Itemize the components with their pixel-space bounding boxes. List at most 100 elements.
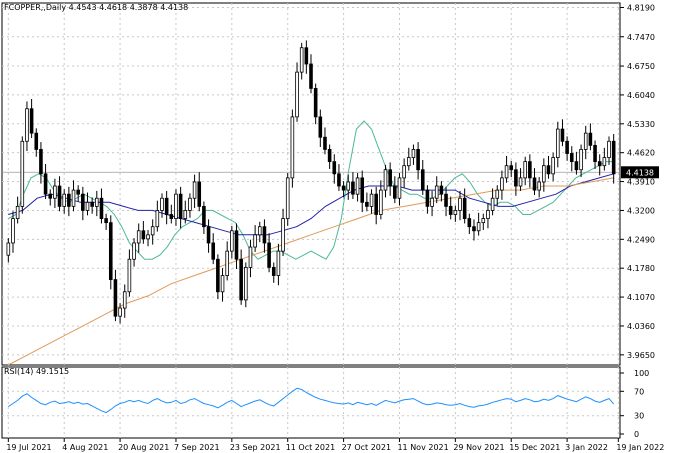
candle-body bbox=[341, 185, 346, 191]
candle bbox=[234, 223, 239, 270]
candle-body bbox=[85, 201, 90, 211]
ma-slow-line bbox=[8, 177, 614, 366]
candle bbox=[48, 189, 53, 206]
candle-body bbox=[276, 250, 281, 276]
candle bbox=[509, 160, 514, 178]
candle bbox=[309, 54, 313, 94]
candle bbox=[53, 178, 57, 208]
candle-body bbox=[104, 218, 108, 224]
candle bbox=[523, 156, 527, 186]
price-tick-label: 4.3200 bbox=[627, 206, 655, 215]
candle bbox=[537, 177, 541, 198]
candle-body bbox=[579, 149, 583, 171]
candle bbox=[29, 98, 34, 139]
candle-body bbox=[588, 132, 593, 146]
candle bbox=[448, 196, 453, 220]
candle bbox=[481, 213, 486, 230]
candle bbox=[434, 176, 439, 204]
candle bbox=[295, 62, 299, 122]
candle bbox=[276, 243, 281, 286]
candle bbox=[365, 192, 369, 212]
candle-body bbox=[257, 226, 262, 236]
candle-body bbox=[467, 218, 472, 228]
candle-body bbox=[379, 189, 383, 215]
candle bbox=[453, 205, 458, 222]
candle bbox=[379, 180, 383, 220]
candle bbox=[518, 168, 523, 191]
candle-body bbox=[271, 266, 276, 276]
candle bbox=[565, 136, 569, 161]
price-tick-label: 3.9650 bbox=[627, 351, 655, 360]
candle bbox=[416, 142, 420, 180]
moving-averages bbox=[8, 120, 614, 366]
candle-body bbox=[25, 108, 29, 142]
candle bbox=[351, 172, 355, 200]
candle-body bbox=[365, 201, 369, 207]
price-tick-label: 4.1070 bbox=[627, 293, 655, 302]
candle-body bbox=[369, 193, 374, 207]
price-tick-label: 4.7470 bbox=[627, 33, 655, 42]
candle bbox=[411, 144, 416, 165]
candle bbox=[39, 142, 43, 184]
candle-body bbox=[262, 226, 267, 244]
candle bbox=[388, 162, 392, 196]
candle-body bbox=[504, 165, 509, 179]
candle bbox=[71, 180, 76, 212]
candle-body bbox=[132, 242, 136, 260]
candle-body bbox=[174, 193, 178, 219]
candle bbox=[253, 225, 257, 252]
candle-body bbox=[225, 250, 229, 276]
candle-body bbox=[593, 144, 597, 163]
candle-body bbox=[164, 197, 169, 215]
candle-body bbox=[146, 234, 150, 240]
candle-body bbox=[411, 149, 416, 158]
candle bbox=[555, 121, 560, 168]
candle bbox=[230, 225, 234, 259]
last-price-tag: 4.4138 bbox=[621, 166, 659, 179]
candle bbox=[588, 123, 593, 151]
candle bbox=[160, 193, 164, 218]
candle bbox=[216, 254, 220, 300]
candle bbox=[62, 189, 67, 214]
candle-body bbox=[76, 189, 80, 195]
candle-body bbox=[500, 177, 504, 191]
candle-body bbox=[569, 153, 574, 163]
candle bbox=[108, 215, 113, 290]
candle bbox=[597, 154, 602, 176]
candle bbox=[593, 140, 597, 169]
candle-body bbox=[169, 214, 174, 219]
candle-body bbox=[90, 201, 94, 207]
candle bbox=[542, 158, 546, 192]
candle-body bbox=[39, 149, 43, 175]
candle bbox=[323, 127, 327, 155]
candlesticks bbox=[6, 40, 616, 324]
candle-body bbox=[244, 266, 248, 301]
candle-body bbox=[48, 193, 53, 199]
candle-body bbox=[402, 165, 406, 179]
candle bbox=[490, 188, 495, 216]
candle bbox=[486, 203, 490, 229]
candle-body bbox=[127, 258, 132, 293]
time-tick-label: 11 Oct 2021 bbox=[286, 443, 335, 452]
candle bbox=[25, 101, 29, 152]
candle-body bbox=[560, 128, 565, 142]
candle-body bbox=[20, 140, 25, 207]
candle bbox=[444, 186, 448, 217]
candle bbox=[34, 128, 39, 157]
price-tick-label: 4.5330 bbox=[627, 120, 655, 129]
rsi-tick-label: 70 bbox=[634, 387, 644, 396]
price-tick-label: 4.6750 bbox=[627, 62, 655, 71]
candle bbox=[472, 219, 476, 241]
candle-body bbox=[113, 279, 118, 317]
candle bbox=[476, 212, 481, 236]
candle bbox=[132, 238, 136, 267]
rsi-tick-label: 100 bbox=[634, 369, 649, 378]
candle-body bbox=[95, 197, 99, 207]
candle bbox=[327, 144, 332, 169]
candle bbox=[374, 186, 378, 225]
candle-body bbox=[57, 185, 62, 207]
candle-body bbox=[285, 177, 290, 219]
candle bbox=[611, 133, 616, 184]
rsi-tick-label: 30 bbox=[634, 412, 644, 421]
candle bbox=[90, 197, 94, 214]
